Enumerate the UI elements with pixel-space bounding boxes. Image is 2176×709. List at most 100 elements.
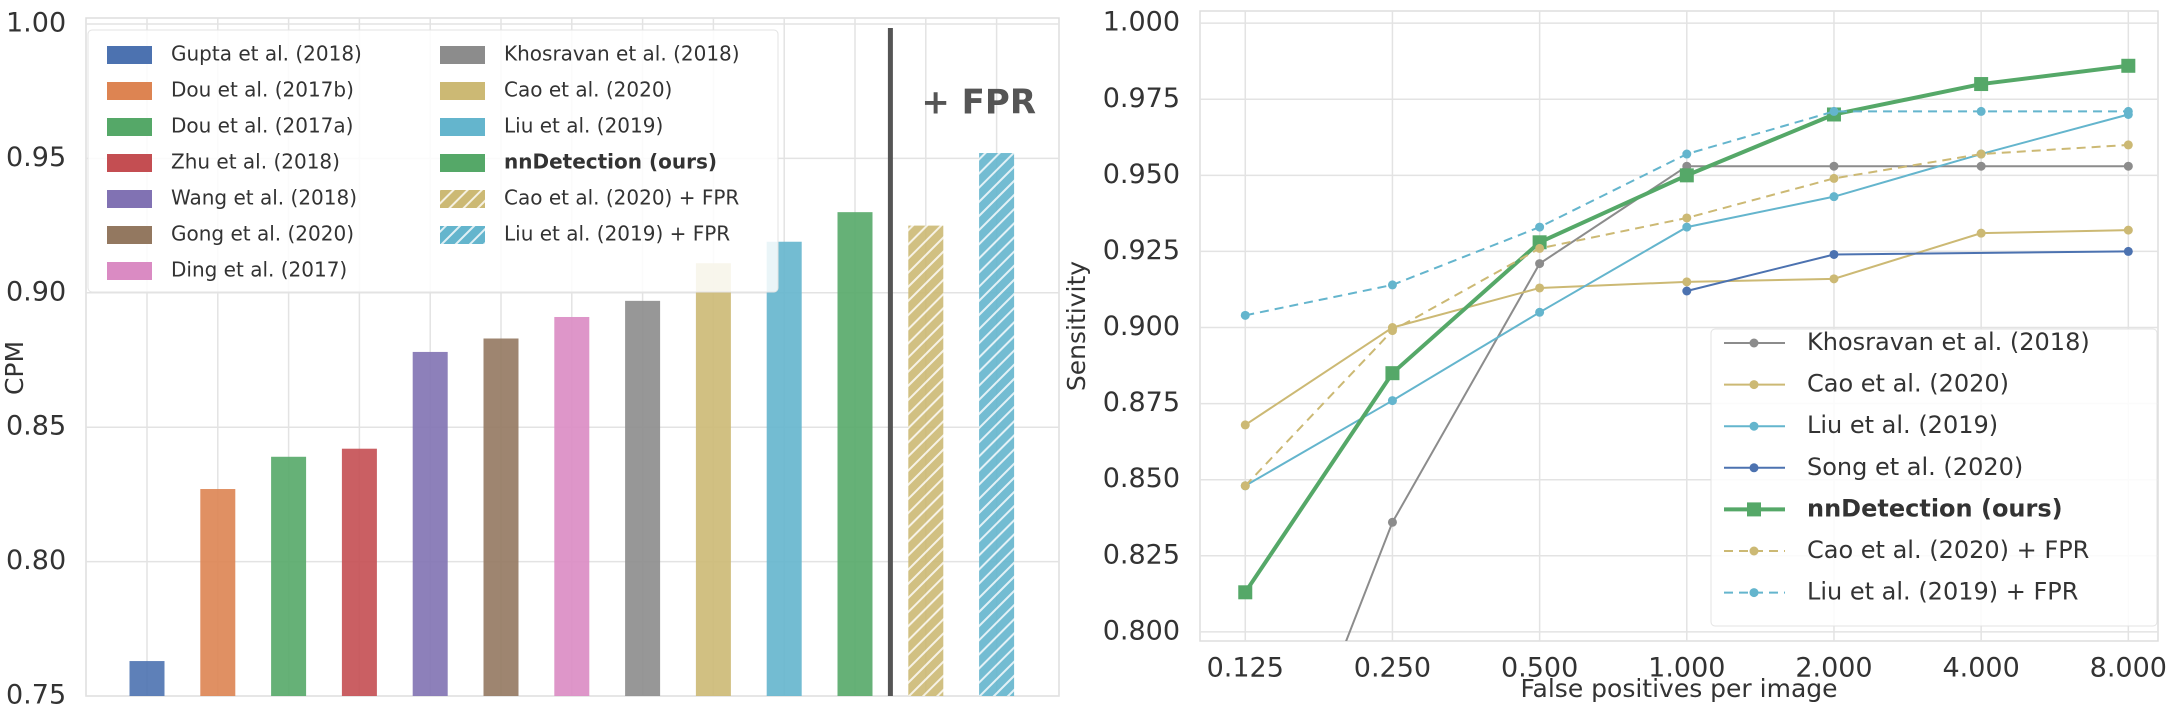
y-tick-label: 0.80 [6,545,66,576]
legend-swatch [107,262,152,280]
bar [200,489,236,696]
marker [1240,420,1250,430]
legend-label: Cao et al. (2020) [504,78,672,102]
y-tick-label: 0.75 [6,680,66,709]
marker [1387,517,1397,527]
bar [908,225,944,696]
legend-label: Khosravan et al. (2018) [504,42,740,66]
legend-label: Gupta et al. (2018) [171,42,362,66]
legend-swatch [107,226,152,244]
bar [695,263,731,696]
marker [1682,149,1692,159]
legend-swatch [107,82,152,100]
legend-label: Liu et al. (2019) [504,114,663,138]
legend-marker [1749,338,1759,348]
y-tick-label: 0.825 [1103,539,1180,570]
marker [1976,149,1986,159]
marker [2121,58,2136,73]
marker [2123,225,2133,235]
legend-label: Dou et al. (2017a) [171,114,353,138]
legend-label: Liu et al. (2019) + FPR [504,222,730,246]
marker [1240,310,1250,320]
bar [766,241,802,696]
x-tick-label: 8.000 [2090,653,2167,684]
marker [1682,286,1692,296]
legend-label: Liu et al. (2019) [1807,411,1998,439]
y-tick-label: 1.00 [6,8,66,39]
marker [1240,481,1250,491]
marker [2123,140,2133,150]
marker [1829,274,1839,284]
bar [483,338,519,696]
y-tick-label: 0.925 [1103,235,1180,266]
legend-swatch [440,46,485,64]
bar [979,153,1015,697]
legend-swatch [440,82,485,100]
y-tick-label: 0.90 [6,276,66,307]
legend-swatch [440,154,485,172]
marker [1682,277,1692,287]
legend-label: nnDetection (ours) [1807,494,2063,522]
marker [1679,168,1694,183]
marker [1974,77,1989,92]
legend-label: Liu et al. (2019) + FPR [1807,578,2078,606]
marker [1976,161,1986,171]
y-axis-label: CPM [0,341,29,395]
legend-label: Cao et al. (2020) + FPR [1807,536,2089,564]
x-tick-label: 0.125 [1207,653,1284,684]
marker [1829,161,1839,171]
legend-label: Cao et al. (2020) + FPR [504,186,739,210]
bar [625,300,661,696]
legend-swatch [440,226,485,244]
legend-marker [1747,502,1761,517]
y-tick-label: 0.975 [1103,83,1180,114]
marker [1387,326,1397,336]
legend-label: Wang et al. (2018) [171,186,357,210]
marker [1976,228,1986,238]
bar [271,456,307,696]
bar [412,351,448,696]
legend-swatch [107,190,152,208]
series-line [1686,250,2129,292]
legend-marker [1749,421,1759,431]
legend-marker [1749,546,1759,556]
marker [1682,222,1692,232]
marker [1387,396,1397,406]
legend-swatch [440,118,485,136]
marker [1387,280,1397,290]
x-tick-label: 1.000 [1648,653,1725,684]
marker [1829,192,1839,202]
marker [1385,366,1400,381]
legend-label: Cao et al. (2020) [1807,370,2009,398]
marker [1238,585,1253,600]
x-tick-label: 4.000 [1942,653,2019,684]
marker [2123,161,2133,171]
bar [129,661,165,696]
legend-label: Dou et al. (2017b) [171,78,354,102]
legend-label: Gong et al. (2020) [171,222,354,246]
legend-swatch [107,46,152,64]
marker [1976,106,1986,116]
marker [1535,243,1545,253]
annotation: + FPR [921,83,1036,123]
y-tick-label: 0.85 [6,411,66,442]
legend-box [1710,328,2158,627]
x-tick-label: 2.000 [1795,653,1872,684]
legend-label: Ding et al. (2017) [171,258,347,282]
plot-area [1238,58,2136,641]
x-tick-label: 0.250 [1354,653,1431,684]
legend-marker [1749,588,1759,598]
marker [2123,246,2133,256]
marker [1535,283,1545,293]
legend-label: Song et al. (2020) [1807,453,2023,481]
marker [1535,222,1545,232]
plot-frame [1199,10,2159,642]
legend-label: Zhu et al. (2018) [171,150,340,174]
y-tick-label: 0.875 [1103,387,1180,418]
legend-swatch [440,190,485,208]
legend-marker [1749,463,1759,473]
y-axis-label: Sensitivity [1062,261,1091,391]
marker [1535,307,1545,317]
x-tick-label: 0.500 [1501,653,1578,684]
